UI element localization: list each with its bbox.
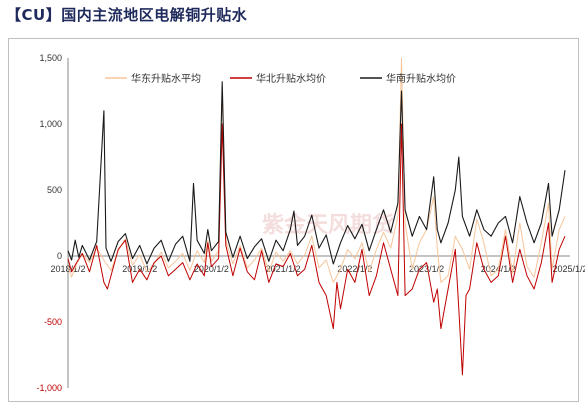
- y-tick-label: -500: [44, 317, 62, 327]
- y-tick-label: 1,500: [39, 53, 62, 63]
- chart-frame: [8, 38, 579, 402]
- x-tick-label: 2023/1/2: [409, 264, 444, 274]
- series-line-1: [67, 57, 566, 283]
- y-tick-label: -1,000: [36, 383, 62, 393]
- legend-label: 华东升贴水平均: [131, 72, 201, 85]
- series-line-2: [67, 123, 566, 376]
- y-tick-label: 500: [47, 185, 62, 195]
- y-tick-label: 0: [57, 251, 62, 261]
- y-tick-label: 1,000: [39, 119, 62, 129]
- series-line-3: [67, 81, 566, 265]
- legend: 华东升贴水平均 华北升贴水均价 华南升贴水均价: [105, 72, 456, 85]
- watermark: 紫金天风期货: [262, 212, 394, 238]
- legend-label: 华北升贴水均价: [256, 72, 326, 85]
- legend-label: 华南升贴水均价: [386, 72, 456, 85]
- x-tick-label: 2022/1/2: [337, 264, 372, 274]
- x-tick-label: 2018/1/2: [50, 264, 85, 274]
- x-tick-label: 2020/1/2: [194, 264, 229, 274]
- series-lines: [67, 57, 566, 376]
- y-tick-labels: 1,500 1,000 500 0 -500 -1,000: [36, 53, 62, 393]
- x-tick-label: 2025/1/2: [552, 264, 585, 274]
- page-title: 【CU】国内主流地区电解铜升贴水: [6, 6, 248, 24]
- x-tick-label: 2021/1/2: [266, 264, 301, 274]
